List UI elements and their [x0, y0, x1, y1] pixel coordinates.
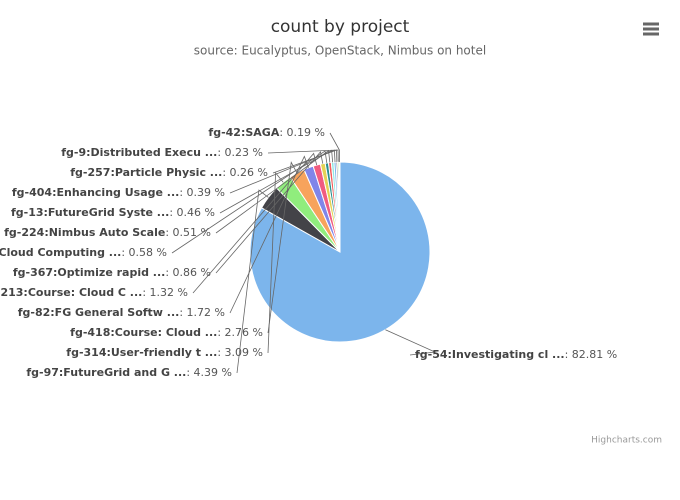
leader-line [267, 149, 339, 163]
chart-subtitle: source: Eucalyptus, OpenStack, Nimbus on… [194, 44, 486, 58]
label-name: fg-9:Distributed Execu ... [61, 146, 217, 159]
data-label: fg-97:FutureGrid and G ...: 4.39 % [26, 366, 232, 379]
label-value: : 1.72 % [179, 306, 225, 319]
leader-line [171, 150, 328, 254]
data-label: fg-42:SAGA: 0.19 % [208, 126, 325, 139]
label-name: fg-217:Cloud Computing ... [0, 246, 121, 259]
label-name: fg-314:User-friendly t ... [66, 346, 217, 359]
label-name: fg-418:Course: Cloud ... [70, 326, 217, 339]
chart-title: count by project [271, 17, 410, 37]
label-value: : 0.26 % [222, 166, 268, 179]
label-name: fg-42:SAGA [208, 126, 279, 139]
data-label: fg-224:Nimbus Auto Scale: 0.51 % [4, 226, 211, 239]
label-value: : 0.46 % [169, 206, 215, 219]
label-name: fg-97:FutureGrid and G ... [26, 366, 186, 379]
credits[interactable]: Highcharts.com [591, 436, 662, 446]
label-value: : 0.19 % [279, 126, 325, 139]
data-label: fg-314:User-friendly t ...: 3.09 % [66, 346, 263, 359]
menu-button[interactable] [640, 18, 662, 40]
label-value: : 0.86 % [165, 266, 211, 279]
data-label: fg-217:Cloud Computing ...: 0.58 % [0, 246, 167, 259]
label-name: fg-224:Nimbus Auto Scale [4, 226, 165, 239]
label-value: : 4.39 % [186, 366, 232, 379]
label-name: fg-367:Optimize rapid ... [13, 266, 166, 279]
label-name: fg-404:Enhancing Usage ... [12, 186, 179, 199]
data-label: fg-257:Particle Physic ...: 0.26 % [70, 166, 268, 179]
label-value: : 0.51 % [165, 226, 211, 239]
data-label: fg-13:FutureGrid Syste ...: 0.46 % [11, 206, 215, 219]
label-value: : 0.58 % [121, 246, 167, 259]
leader-line [329, 132, 340, 163]
label-value: : 2.76 % [217, 326, 263, 339]
label-name: fg-13:FutureGrid Syste ... [11, 206, 169, 219]
data-label: fg-213:Course: Cloud C ...: 1.32 % [0, 286, 188, 299]
data-label: fg-367:Optimize rapid ...: 0.86 % [13, 266, 211, 279]
label-value: : 82.81 % [565, 348, 618, 361]
data-label: fg-54:Investigating cl ...: 82.81 % [415, 348, 617, 361]
label-value: : 1.32 % [142, 286, 188, 299]
leader-line [192, 152, 318, 294]
label-value: : 0.23 % [217, 146, 263, 159]
label-name: fg-257:Particle Physic ... [70, 166, 222, 179]
label-value: : 0.39 % [179, 186, 225, 199]
leader-line [267, 161, 298, 334]
label-value: : 3.09 % [217, 346, 263, 359]
data-label: fg-9:Distributed Execu ...: 0.23 % [61, 146, 263, 159]
label-name: fg-82:FG General Softw ... [18, 306, 180, 319]
leader-line [385, 329, 437, 356]
data-label: fg-82:FG General Softw ...: 1.72 % [18, 306, 225, 319]
data-label: fg-418:Course: Cloud ...: 2.76 % [70, 326, 263, 339]
label-name: fg-54:Investigating cl ... [415, 348, 565, 361]
leader-line [215, 150, 324, 274]
data-label: fg-404:Enhancing Usage ...: 0.39 % [12, 186, 225, 199]
leader-line [236, 189, 269, 374]
label-name: fg-213:Course: Cloud C ... [0, 286, 142, 299]
